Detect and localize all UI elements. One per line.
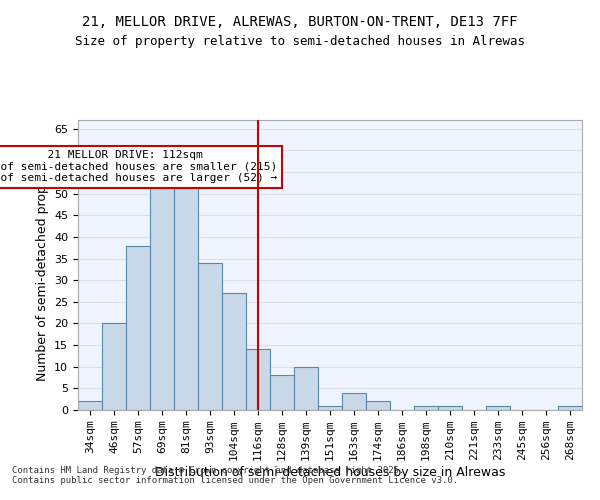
Bar xyxy=(78,402,102,410)
X-axis label: Distribution of semi-detached houses by size in Alrewas: Distribution of semi-detached houses by … xyxy=(155,466,505,479)
Y-axis label: Number of semi-detached properties: Number of semi-detached properties xyxy=(35,150,49,380)
Text: Size of property relative to semi-detached houses in Alrewas: Size of property relative to semi-detach… xyxy=(75,35,525,48)
Text: 21, MELLOR DRIVE, ALREWAS, BURTON-ON-TRENT, DE13 7FF: 21, MELLOR DRIVE, ALREWAS, BURTON-ON-TRE… xyxy=(82,15,518,29)
Bar xyxy=(102,324,126,410)
Bar xyxy=(198,263,222,410)
Bar xyxy=(246,350,270,410)
Bar xyxy=(438,406,462,410)
Bar xyxy=(486,406,510,410)
Bar xyxy=(318,406,342,410)
Bar xyxy=(174,180,198,410)
Bar xyxy=(222,293,246,410)
Text: 21 MELLOR DRIVE: 112sqm
← 80% of semi-detached houses are smaller (215)
  19% of: 21 MELLOR DRIVE: 112sqm ← 80% of semi-de… xyxy=(0,150,277,184)
Bar xyxy=(366,402,390,410)
Bar xyxy=(294,366,318,410)
Bar xyxy=(558,406,582,410)
Bar xyxy=(342,392,366,410)
Bar xyxy=(150,176,174,410)
Bar xyxy=(270,376,294,410)
Bar xyxy=(126,246,150,410)
Bar xyxy=(414,406,438,410)
Text: Contains HM Land Registry data © Crown copyright and database right 2025.
Contai: Contains HM Land Registry data © Crown c… xyxy=(12,466,458,485)
